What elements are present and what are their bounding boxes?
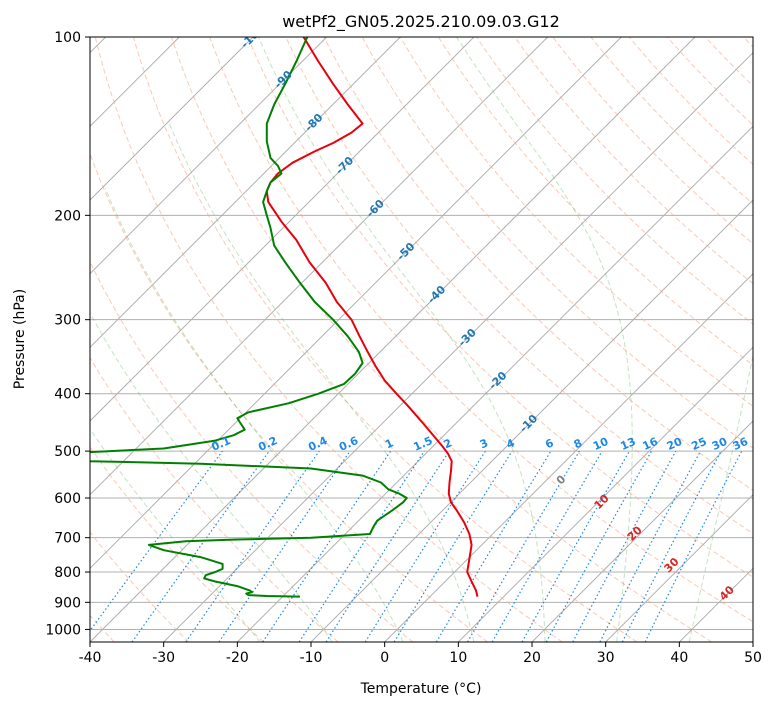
dry-adiabat-line xyxy=(247,37,753,578)
adiabat-layer xyxy=(90,37,753,642)
x-tick-label: 30 xyxy=(597,650,615,666)
grid-isotherm xyxy=(90,37,328,275)
grid-isotherm xyxy=(457,346,753,642)
mixing-ratio-label: 10 xyxy=(591,435,611,453)
grid-isotherm xyxy=(90,37,475,422)
x-tick-label: 10 xyxy=(449,650,467,666)
dry-adiabat-line xyxy=(590,37,753,205)
y-tick-label: 200 xyxy=(54,208,81,224)
grid-isotherm xyxy=(90,37,622,570)
mixing-ratio-line xyxy=(185,450,320,642)
moist-adiabat-line xyxy=(90,427,261,642)
plot-area: 0.10.20.40.611.52346810131620253036-100-… xyxy=(90,37,753,642)
dry-adiabat-line xyxy=(209,37,753,623)
dry-adiabat-line xyxy=(90,260,414,642)
grid-isotherm xyxy=(605,493,753,642)
y-tick-label: 300 xyxy=(54,313,81,329)
moist-adiabat-line xyxy=(688,353,753,642)
mixing-ratio-layer xyxy=(90,450,743,642)
grid-isotherm xyxy=(90,37,254,201)
dry-adiabat-line xyxy=(94,37,563,642)
mixing-ratio-label: 16 xyxy=(641,435,661,453)
y-tick-label: 100 xyxy=(54,30,81,46)
mixing-ratio-label: 20 xyxy=(665,435,685,453)
dry-adiabat-line xyxy=(552,37,753,245)
profile-layer xyxy=(90,37,479,598)
y-tick-label: 800 xyxy=(54,565,81,581)
mixing-ratio-line xyxy=(262,450,392,642)
mixing-ratio-line xyxy=(298,450,425,642)
axes-layer: -40 -30 -20 -10 0 10 20 30 40 50 100 200 300 400 500 60… xyxy=(45,30,762,666)
y-tick-label: 900 xyxy=(54,595,81,611)
mixing-ratio-label: 25 xyxy=(689,435,708,453)
mixing-ratio-line xyxy=(572,450,677,642)
y-tick-label: 400 xyxy=(54,387,81,403)
x-tick-label: -20 xyxy=(226,650,249,666)
dry-adiabat-line xyxy=(90,531,190,642)
x-tick-label: -40 xyxy=(79,650,102,666)
mixing-ratio-label: 13 xyxy=(618,435,637,453)
dry-adiabat-line xyxy=(323,37,753,491)
dry-adiabat-line xyxy=(399,37,753,407)
dry-adiabat-line xyxy=(476,37,753,325)
dry-adiabat-line xyxy=(361,37,753,449)
moist-adiabat-line xyxy=(168,123,475,642)
y-tick-label: 600 xyxy=(54,491,81,507)
mixing-ratio-line xyxy=(545,450,653,642)
x-axis-label: Temperature (°C) xyxy=(360,681,482,697)
plot-frame xyxy=(89,36,754,643)
temperature-profile-line xyxy=(265,37,479,597)
dewpoint-profile-line xyxy=(90,37,408,598)
y-tick-label: 700 xyxy=(54,531,81,547)
mixing-ratio-label: 36 xyxy=(731,435,751,453)
dry-adiabat-line xyxy=(437,37,753,366)
y-tick-label: 500 xyxy=(54,444,81,460)
grid-isotherm xyxy=(90,37,549,496)
x-tick-label: 0 xyxy=(380,650,389,666)
mixing-ratio-line xyxy=(131,450,270,642)
chart-title: wetPf2_GN05.2025.210.09.03.G12 xyxy=(282,12,560,32)
moist-adiabat-line xyxy=(104,188,404,642)
grid-isotherm xyxy=(236,125,753,642)
mixing-ratio-line xyxy=(325,450,450,642)
mixing-ratio-line xyxy=(644,450,743,642)
dry-adiabat-line xyxy=(90,356,339,642)
grid-isotherm xyxy=(384,272,753,642)
x-tick-label: -30 xyxy=(152,650,175,666)
x-tick-label: 40 xyxy=(670,650,688,666)
mixing-ratio-line xyxy=(393,450,513,642)
y-axis-label: Pressure (hPa) xyxy=(12,289,28,389)
grid-isotherm xyxy=(531,420,753,642)
grid-isotherm xyxy=(90,37,401,349)
dry-adiabat-line xyxy=(171,37,712,642)
mixing-ratio-line xyxy=(90,450,223,632)
mixing-ratio-label: 30 xyxy=(710,435,730,453)
mixing-ratio-line xyxy=(218,450,351,642)
mixing-ratio-line xyxy=(521,450,631,642)
dry-adiabat-line xyxy=(132,37,638,642)
moist-adiabat-line xyxy=(90,311,333,642)
y-tick-label: 1000 xyxy=(45,622,81,638)
moist-adiabat-line xyxy=(258,37,546,642)
x-tick-label: 50 xyxy=(744,650,762,666)
x-tick-label: -10 xyxy=(300,650,323,666)
x-tick-label: 20 xyxy=(523,650,541,666)
grid-isotherm xyxy=(163,51,753,642)
